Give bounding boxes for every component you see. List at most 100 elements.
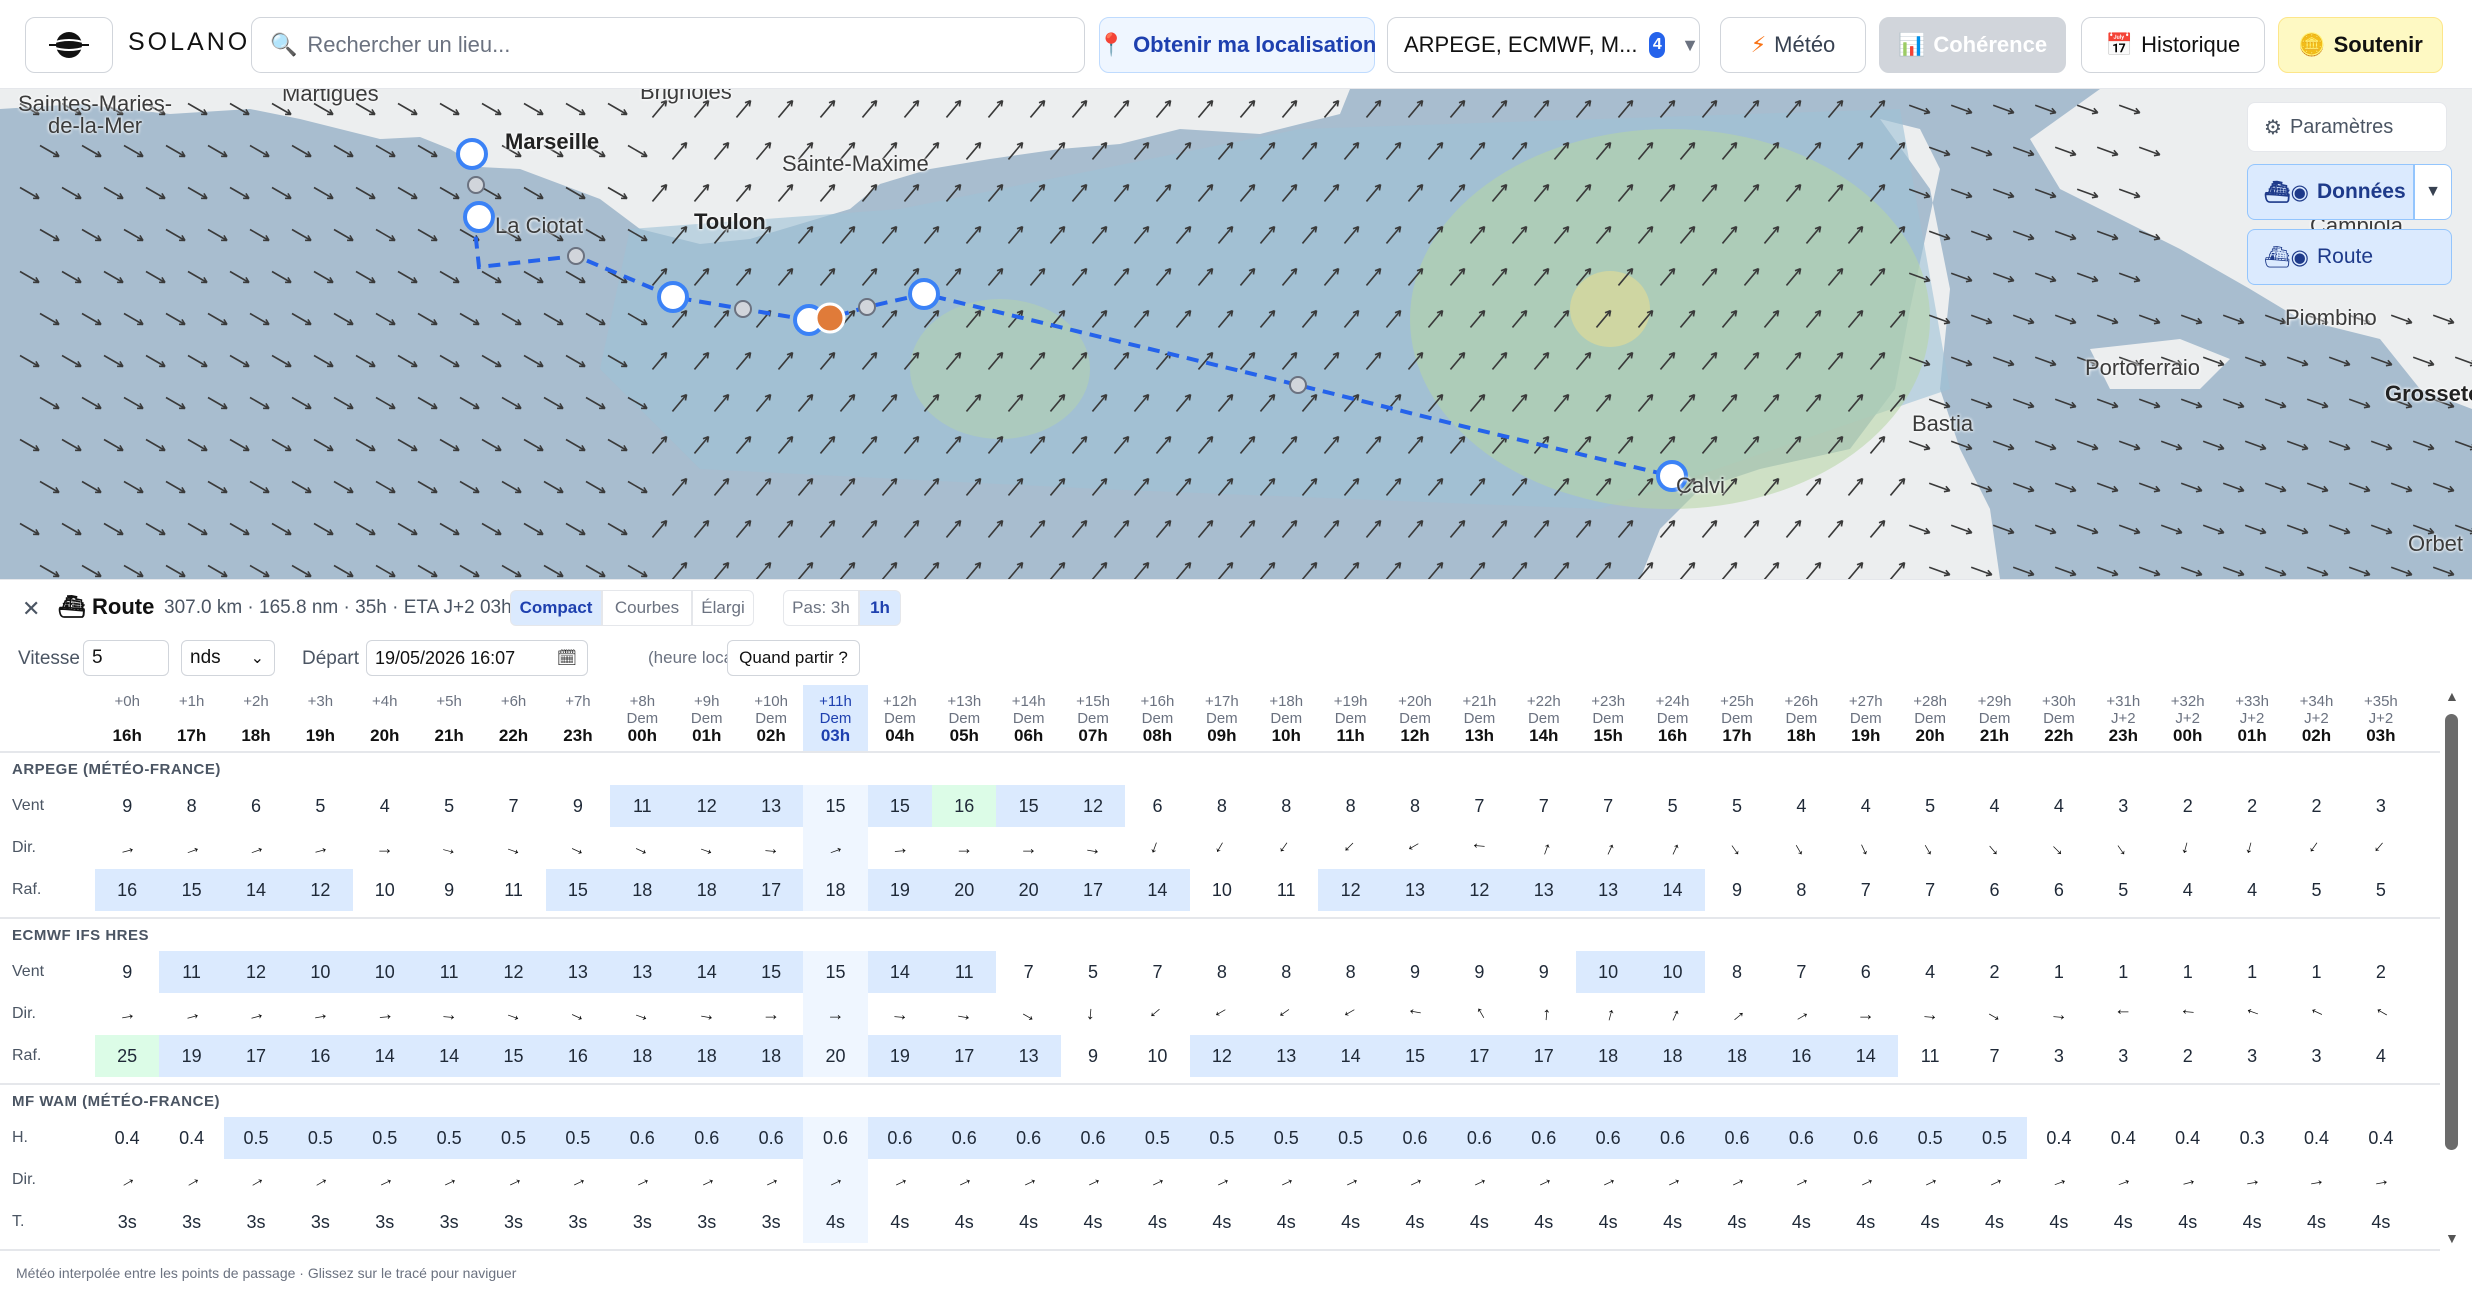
value-cell[interactable]: 4 [1925, 961, 1936, 982]
direction-arrow-icon[interactable]: → [2110, 834, 2138, 861]
value-cell[interactable]: 10 [374, 879, 395, 900]
value-cell[interactable]: 0.5 [1962, 1117, 2027, 1159]
value-cell[interactable]: 0.4 [114, 1127, 140, 1148]
value-cell[interactable]: 14 [223, 869, 289, 911]
value-cell[interactable]: 4s [1791, 1211, 1811, 1232]
scroll-down-icon[interactable]: ▼ [2445, 1230, 2459, 1246]
value-cell[interactable]: 14 [1125, 869, 1190, 911]
direction-arrow-icon[interactable]: → [1659, 1001, 1685, 1027]
direction-arrow-icon[interactable]: → [955, 837, 974, 858]
value-cell[interactable]: 4s [954, 1211, 974, 1232]
time-header-cell[interactable]: +26h Dem 18h [1769, 685, 1833, 751]
direction-arrow-icon[interactable]: → [243, 835, 268, 861]
value-cell[interactable]: 0.5 [1318, 1117, 1383, 1159]
time-header-cell[interactable]: +9h Dem 01h [675, 685, 739, 751]
value-cell[interactable]: 0.6 [932, 1117, 997, 1159]
value-cell[interactable]: 12 [1318, 869, 1383, 911]
value-cell[interactable]: 0.5 [1897, 1117, 1963, 1159]
value-cell[interactable]: 13 [1575, 869, 1641, 911]
direction-arrow-icon[interactable]: → [565, 834, 591, 861]
time-header-cell[interactable]: +0h 16h [95, 685, 159, 751]
direction-arrow-icon[interactable]: → [1273, 835, 1300, 862]
value-cell[interactable]: 3s [182, 1211, 202, 1232]
direction-arrow-icon[interactable]: → [803, 993, 868, 1035]
value-cell[interactable]: 0.4 [2110, 1127, 2136, 1148]
value-cell[interactable]: 7 [1023, 961, 1034, 982]
step-3h-button[interactable]: Pas: 3h [783, 590, 859, 626]
value-cell[interactable]: 4s [1920, 1211, 1940, 1232]
direction-arrow-icon[interactable]: → [1788, 1000, 1814, 1027]
value-cell[interactable]: 17 [223, 1035, 289, 1077]
direction-arrow-icon[interactable]: → [439, 1002, 460, 1025]
direction-arrow-icon[interactable]: → [1530, 835, 1556, 860]
direction-arrow-icon[interactable]: → [180, 1001, 203, 1026]
value-cell[interactable]: 7 [1474, 795, 1485, 816]
direction-arrow-icon[interactable]: → [114, 1166, 140, 1193]
direction-arrow-icon[interactable]: → [1659, 1166, 1685, 1193]
value-cell[interactable]: 7 [1152, 961, 1163, 982]
route-button[interactable]: ⛴◉ Route [2247, 229, 2452, 285]
value-cell[interactable]: 0.6 [1511, 1117, 1576, 1159]
models-select[interactable]: ARPEGE, ECMWF, M... 4 ▼ [1387, 17, 1700, 73]
value-cell[interactable]: 19 [867, 869, 933, 911]
time-header-cell[interactable]: +28h Dem 20h [1898, 685, 1962, 751]
direction-arrow-icon[interactable]: → [1724, 1166, 1750, 1193]
value-cell[interactable]: 0.6 [1640, 1117, 1705, 1159]
value-cell[interactable]: 9 [122, 961, 133, 982]
scrollbar-thumb[interactable] [2445, 714, 2458, 1150]
value-cell[interactable]: 12 [481, 951, 546, 993]
time-header-cell[interactable]: +25h Dem 17h [1705, 685, 1769, 751]
direction-arrow-icon[interactable]: → [1338, 1001, 1364, 1028]
direction-arrow-icon[interactable]: → [1145, 836, 1171, 861]
value-cell[interactable]: 4s [1083, 1211, 1103, 1232]
direction-arrow-icon[interactable]: → [2241, 1168, 2263, 1191]
value-cell[interactable]: 9 [1474, 961, 1485, 982]
direction-arrow-icon[interactable]: → [2177, 1003, 2198, 1026]
time-header-cell[interactable]: +4h 20h [353, 685, 417, 751]
value-cell[interactable]: 0.3 [2239, 1127, 2265, 1148]
value-cell[interactable]: 4 [2182, 879, 2193, 900]
value-cell[interactable]: 3 [2053, 1045, 2064, 1066]
time-header-cell[interactable]: +19h Dem 11h [1318, 685, 1382, 751]
value-cell[interactable]: 0.6 [803, 1117, 868, 1159]
time-header-cell[interactable]: +12h Dem 04h [868, 685, 932, 751]
meteo-button[interactable]: ⚡ Météo [1720, 17, 1866, 73]
value-cell[interactable]: 10 [1147, 1045, 1168, 1066]
direction-arrow-icon[interactable]: → [761, 836, 781, 859]
direction-arrow-icon[interactable]: → [1532, 1004, 1555, 1024]
value-cell[interactable]: 2 [1989, 961, 2000, 982]
time-header-cell[interactable]: +33h J+2 01h [2220, 685, 2284, 751]
value-cell[interactable]: 8 [1731, 961, 1742, 982]
direction-arrow-icon[interactable]: → [1209, 1001, 1235, 1028]
value-cell[interactable]: 4s [803, 1201, 868, 1243]
value-cell[interactable]: 2 [2247, 795, 2258, 816]
value-cell[interactable]: 9 [572, 795, 583, 816]
direction-arrow-icon[interactable]: → [1788, 834, 1815, 861]
time-header-cell[interactable]: +11h Dem 03h [803, 685, 868, 751]
direction-arrow-icon[interactable]: → [1144, 1000, 1172, 1028]
value-cell[interactable]: 5 [1731, 795, 1742, 816]
value-cell[interactable]: 4s [890, 1211, 910, 1232]
time-header-cell[interactable]: +6h 22h [481, 685, 545, 751]
direction-arrow-icon[interactable]: → [1337, 834, 1365, 862]
value-cell[interactable]: 4s [1856, 1211, 1876, 1232]
direction-arrow-icon[interactable]: → [1853, 1166, 1878, 1193]
donnees-dropdown-button[interactable]: ▼ [2414, 164, 2452, 220]
value-cell[interactable]: 3s [439, 1211, 459, 1232]
value-cell[interactable]: 2 [2182, 1045, 2193, 1066]
direction-arrow-icon[interactable]: → [1404, 1003, 1426, 1026]
time-header-cell[interactable]: +2h 18h [224, 685, 288, 751]
value-cell[interactable]: 3s [761, 1211, 781, 1232]
direction-arrow-icon[interactable]: → [565, 1000, 591, 1027]
value-cell[interactable]: 6 [1152, 795, 1163, 816]
time-header-cell[interactable]: +3h 19h [288, 685, 352, 751]
value-cell[interactable]: 4s [2113, 1211, 2133, 1232]
value-cell[interactable]: 0.5 [545, 1117, 611, 1159]
value-cell[interactable]: 0.6 [1447, 1117, 1512, 1159]
value-cell[interactable]: 4 [2053, 795, 2064, 816]
value-cell[interactable]: 0.4 [2368, 1127, 2394, 1148]
time-header-cell[interactable]: +1h 17h [159, 685, 223, 751]
direction-arrow-icon[interactable]: → [1082, 1004, 1105, 1024]
donnees-button[interactable]: ⛴◉ Données [2247, 164, 2414, 220]
value-cell[interactable]: 14 [1640, 869, 1705, 911]
